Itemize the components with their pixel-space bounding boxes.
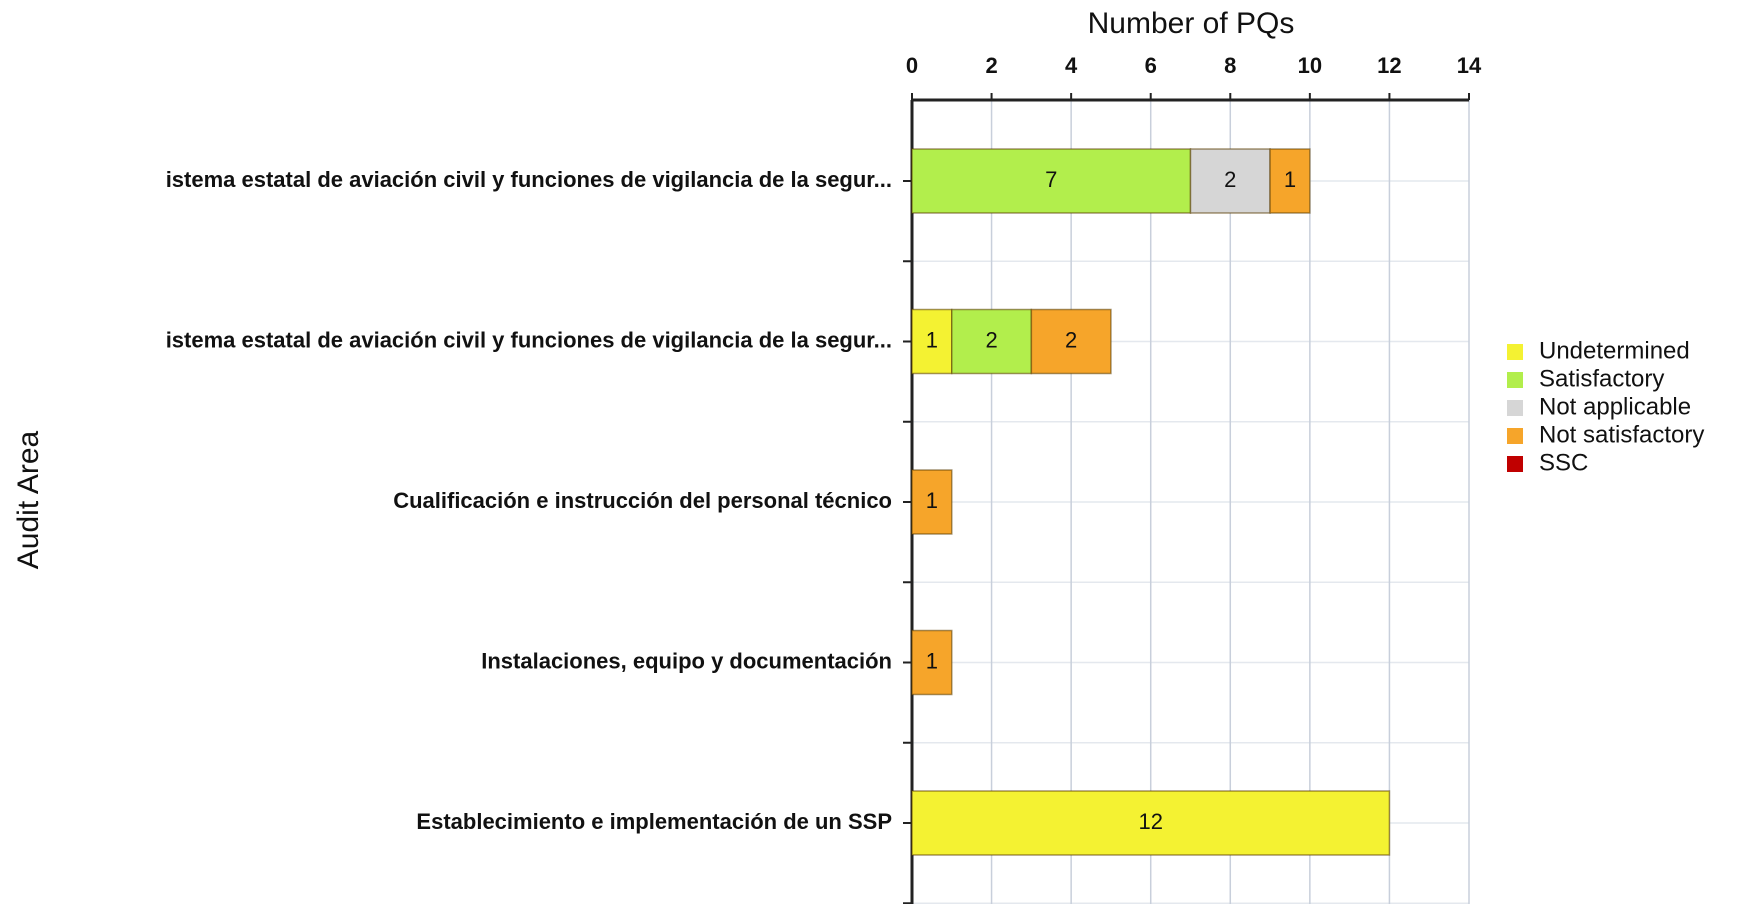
bar-segment (911, 790, 1391, 856)
legend-label: Not satisfactory (1539, 421, 1704, 448)
legend-swatch (1507, 344, 1523, 360)
x-tick-label: 14 (1457, 53, 1482, 78)
bar-segment (1030, 308, 1112, 375)
x-tick-label: 6 (1145, 53, 1157, 78)
legend-label: Not applicable (1539, 393, 1691, 420)
bar-segment (911, 148, 1192, 214)
data-label: 2 (985, 327, 997, 352)
data-label: 1 (1284, 167, 1296, 192)
legend-label: SSC (1539, 449, 1588, 476)
y-tick-label: istema estatal de aviación civil y funci… (166, 167, 892, 192)
y-tick-label: istema estatal de aviación civil y funci… (166, 327, 892, 352)
y-tick-label: Cualificación e instrucción del personal… (393, 488, 892, 513)
x-tick-label: 2 (985, 53, 997, 78)
y-tick-label: Establecimiento e implementación de un S… (416, 809, 892, 834)
x-tick-label: 12 (1377, 53, 1401, 78)
y-axis-title: Audit Area (12, 430, 45, 569)
legend-swatch (1507, 456, 1523, 472)
data-label: 2 (1224, 167, 1236, 192)
x-tick-label: 10 (1298, 53, 1322, 78)
data-label: 1 (926, 327, 938, 352)
bar-segment (911, 469, 953, 535)
bar-segment (951, 308, 1033, 375)
legend-label: Undetermined (1539, 337, 1690, 364)
data-label: 2 (1065, 327, 1077, 352)
legend-label: Satisfactory (1539, 365, 1664, 392)
x-tick-label: 4 (1065, 53, 1078, 78)
data-label: 1 (926, 488, 938, 513)
y-tick-label: Instalaciones, equipo y documentación (481, 648, 892, 673)
x-tick-label: 8 (1224, 53, 1236, 78)
bar-segment (1269, 148, 1311, 214)
x-tick-label: 0 (906, 53, 918, 78)
legend-swatch (1507, 372, 1523, 388)
bar-segment (911, 629, 953, 696)
data-label: 12 (1138, 809, 1162, 834)
axis-title: Number of PQs (1088, 7, 1295, 40)
data-label: 1 (926, 648, 938, 673)
bar-segment (911, 308, 953, 375)
legend-swatch (1507, 428, 1523, 444)
legend-swatch (1507, 400, 1523, 416)
data-label: 7 (1045, 167, 1057, 192)
